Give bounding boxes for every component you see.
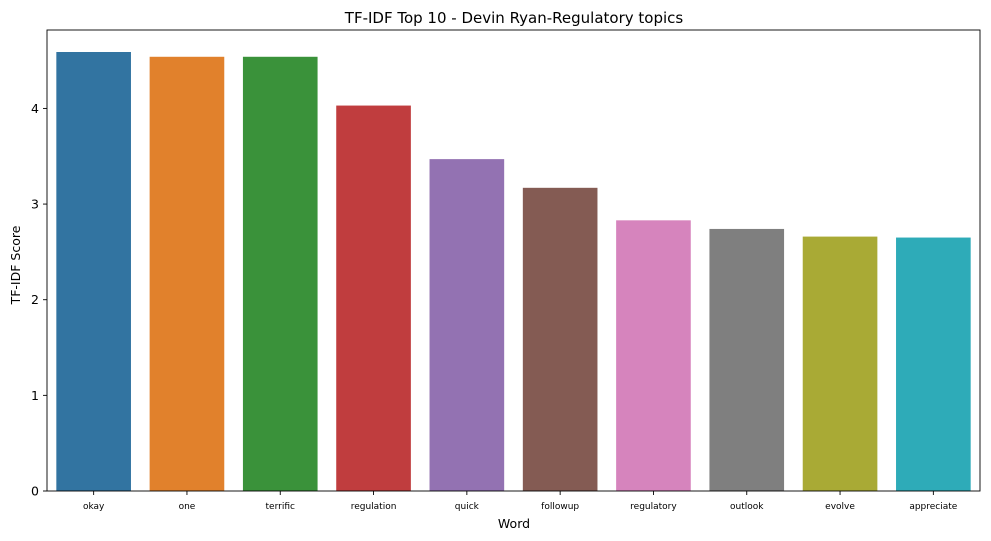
x-tick-label: evolve [825,502,855,512]
bar-regulation [336,105,411,491]
bar-regulatory [616,220,691,491]
plot-frame [46,29,981,492]
x-tick-label: terrific [266,502,295,512]
bar-followup [522,187,598,491]
x-axis: okay one terrific regulation quick followup re… [83,491,958,512]
bar-evolve [802,236,878,491]
x-tick-label: followup [541,502,579,512]
x-tick-label: appreciate [909,502,957,512]
x-tick-label: quick [455,502,480,512]
y-tick-label: 1 [31,388,39,403]
bar-quick [429,159,505,491]
x-tick-label: one [179,502,196,512]
x-tick-label: okay [83,502,105,512]
bar-outlook [709,228,785,491]
y-tick-label: 3 [31,197,39,212]
bar-one [149,56,225,491]
y-tick-label: 4 [31,101,39,116]
x-axis-label: Word [498,516,530,531]
x-tick-label: outlook [730,502,764,512]
bar-terrific [242,56,318,491]
bar-okay [56,52,131,491]
y-tick-label: 0 [31,484,39,499]
x-tick-label: regulation [351,502,397,512]
y-axis: 0 1 2 3 4 [31,101,47,499]
chart-title: TF-IDF Top 10 - Devin Ryan-Regulatory to… [344,9,684,27]
y-tick-label: 2 [31,292,39,307]
y-axis-label: TF-IDF Score [8,225,23,305]
x-tick-label: regulatory [630,502,677,512]
bars-group [56,52,971,491]
bar-appreciate [896,237,971,491]
